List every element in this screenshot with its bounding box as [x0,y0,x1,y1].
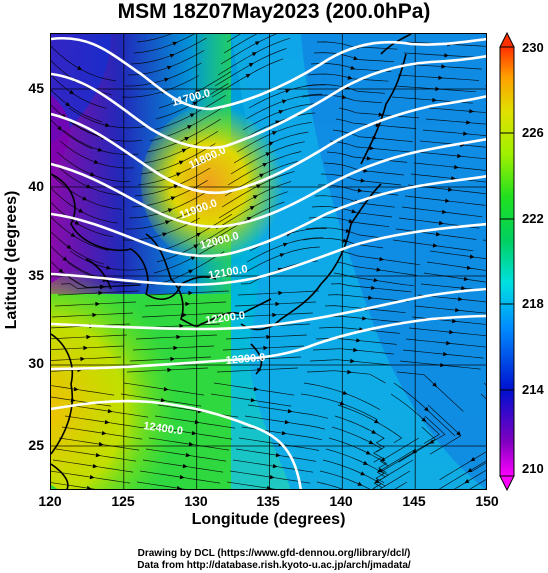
y-tick-30: 30 [28,355,44,371]
colorbar-tick-230: 230 [522,40,544,55]
streamline-arrowheads [57,34,476,489]
x-tick-150: 150 [475,493,499,509]
colorbar-tick-222: 222 [522,211,544,226]
contour-label-12300: 12300.0 [225,352,266,367]
x-tick-120: 120 [38,493,62,509]
colorbar [499,31,515,492]
y-tick-25: 25 [28,437,44,453]
colorbar-tick-226: 226 [522,125,544,140]
x-tick-140: 140 [329,493,353,509]
contour-label-12200: 12200.0 [205,310,246,327]
credit-data: Data from http://database.rish.kyoto-u.a… [137,560,411,571]
colorbar-tick-214: 214 [522,382,544,397]
y-tick-35: 35 [28,267,44,283]
credit-drawing: Drawing by DCL (https://www.gfd-dennou.o… [137,548,411,559]
x-tick-130: 130 [184,493,208,509]
map-plot-area: 11700.0 11800.0 11900.0 12000.0 12100.0 … [50,33,487,490]
y-tick-40: 40 [28,178,44,194]
x-tick-125: 125 [111,493,135,509]
y-tick-45: 45 [28,80,44,96]
chart-title: MSM 18Z07May2023 (200.0hPa) [117,0,431,23]
y-axis-label: Latitude (degrees) [3,190,20,330]
colorbar-tick-210: 210 [522,461,544,476]
x-axis-label: Longitude (degrees) [191,511,346,528]
x-tick-145: 145 [402,493,426,509]
height-contours [51,36,486,489]
contour-label-12400: 12400.0 [143,420,184,437]
x-tick-135: 135 [256,493,280,509]
colorbar-tick-218: 218 [522,296,544,311]
temperature-map: 11700.0 11800.0 11900.0 12000.0 12100.0 … [51,34,486,489]
